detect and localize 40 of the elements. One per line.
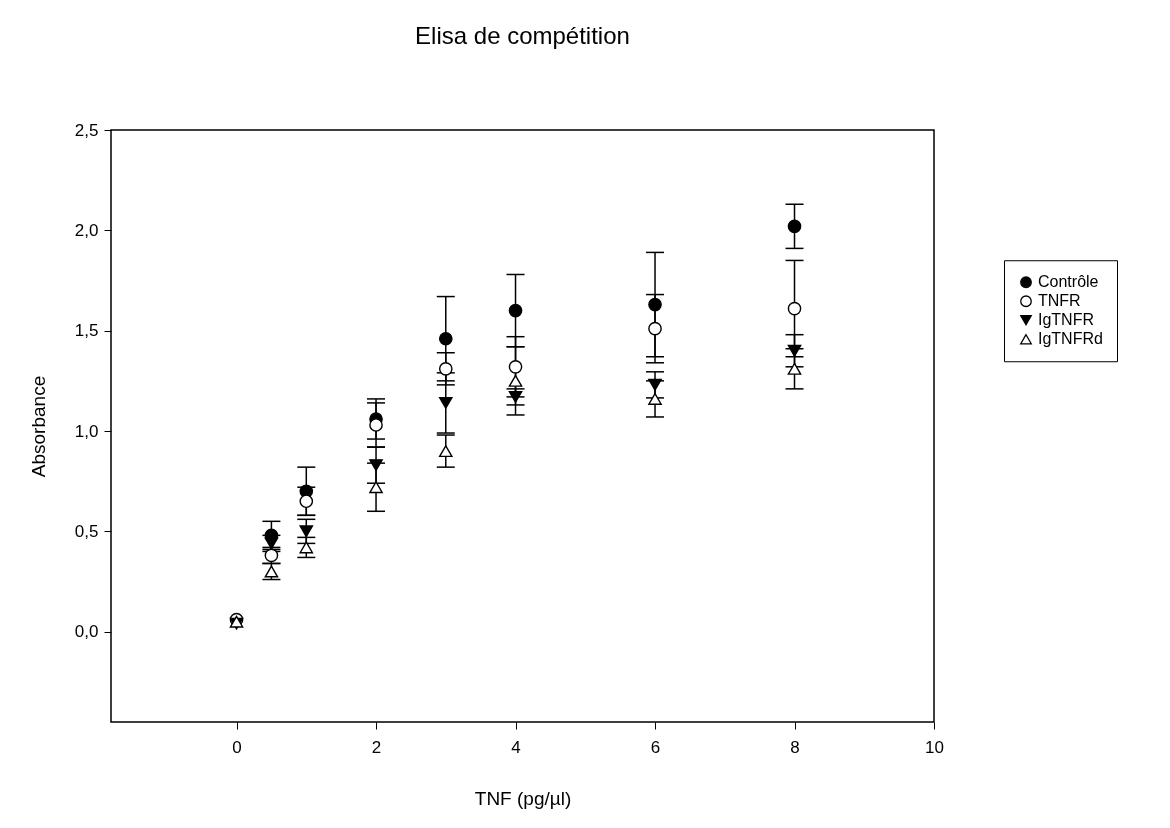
x-tick-label: 2	[371, 737, 382, 757]
point	[438, 396, 453, 409]
chart-title: Elisa de compétition	[415, 22, 630, 49]
y-tick-label: 0,0	[74, 622, 99, 642]
x-tick-label: 6	[650, 737, 661, 757]
point	[369, 418, 383, 432]
point	[438, 361, 453, 376]
x-tick-label: 10	[925, 737, 944, 757]
y-tick-label: 0,5	[74, 521, 99, 541]
point	[508, 359, 523, 374]
point	[299, 525, 314, 538]
legend-label: IgTNFR	[1038, 311, 1094, 329]
y-tick-label: 2,0	[74, 220, 99, 240]
point	[438, 331, 453, 346]
legend-label: IgTNFRd	[1038, 330, 1103, 348]
point	[299, 541, 314, 554]
y-tick-label: 1,5	[74, 321, 99, 341]
legend-label: TNFR	[1038, 292, 1081, 310]
point	[648, 321, 662, 336]
x-tick-label: 4	[511, 737, 521, 757]
point	[648, 297, 662, 312]
y-tick-label: 1,0	[74, 421, 99, 441]
point	[508, 374, 523, 387]
x-axis-title: TNF (pg/µl)	[474, 787, 572, 809]
y-tick-label: 2,5	[74, 120, 99, 140]
point	[648, 378, 662, 391]
point	[787, 344, 802, 357]
legend-label: Contrôle	[1038, 273, 1099, 291]
y-axis-title: Absorbance	[27, 375, 49, 478]
x-tick-label: 8	[790, 737, 800, 757]
x-tick-label: 0	[232, 737, 242, 757]
point	[787, 219, 802, 234]
point	[648, 392, 662, 405]
point	[787, 362, 802, 375]
point	[508, 303, 523, 318]
point	[369, 481, 383, 494]
point	[438, 445, 453, 458]
point	[369, 459, 383, 472]
point	[787, 301, 802, 316]
point	[299, 494, 314, 509]
